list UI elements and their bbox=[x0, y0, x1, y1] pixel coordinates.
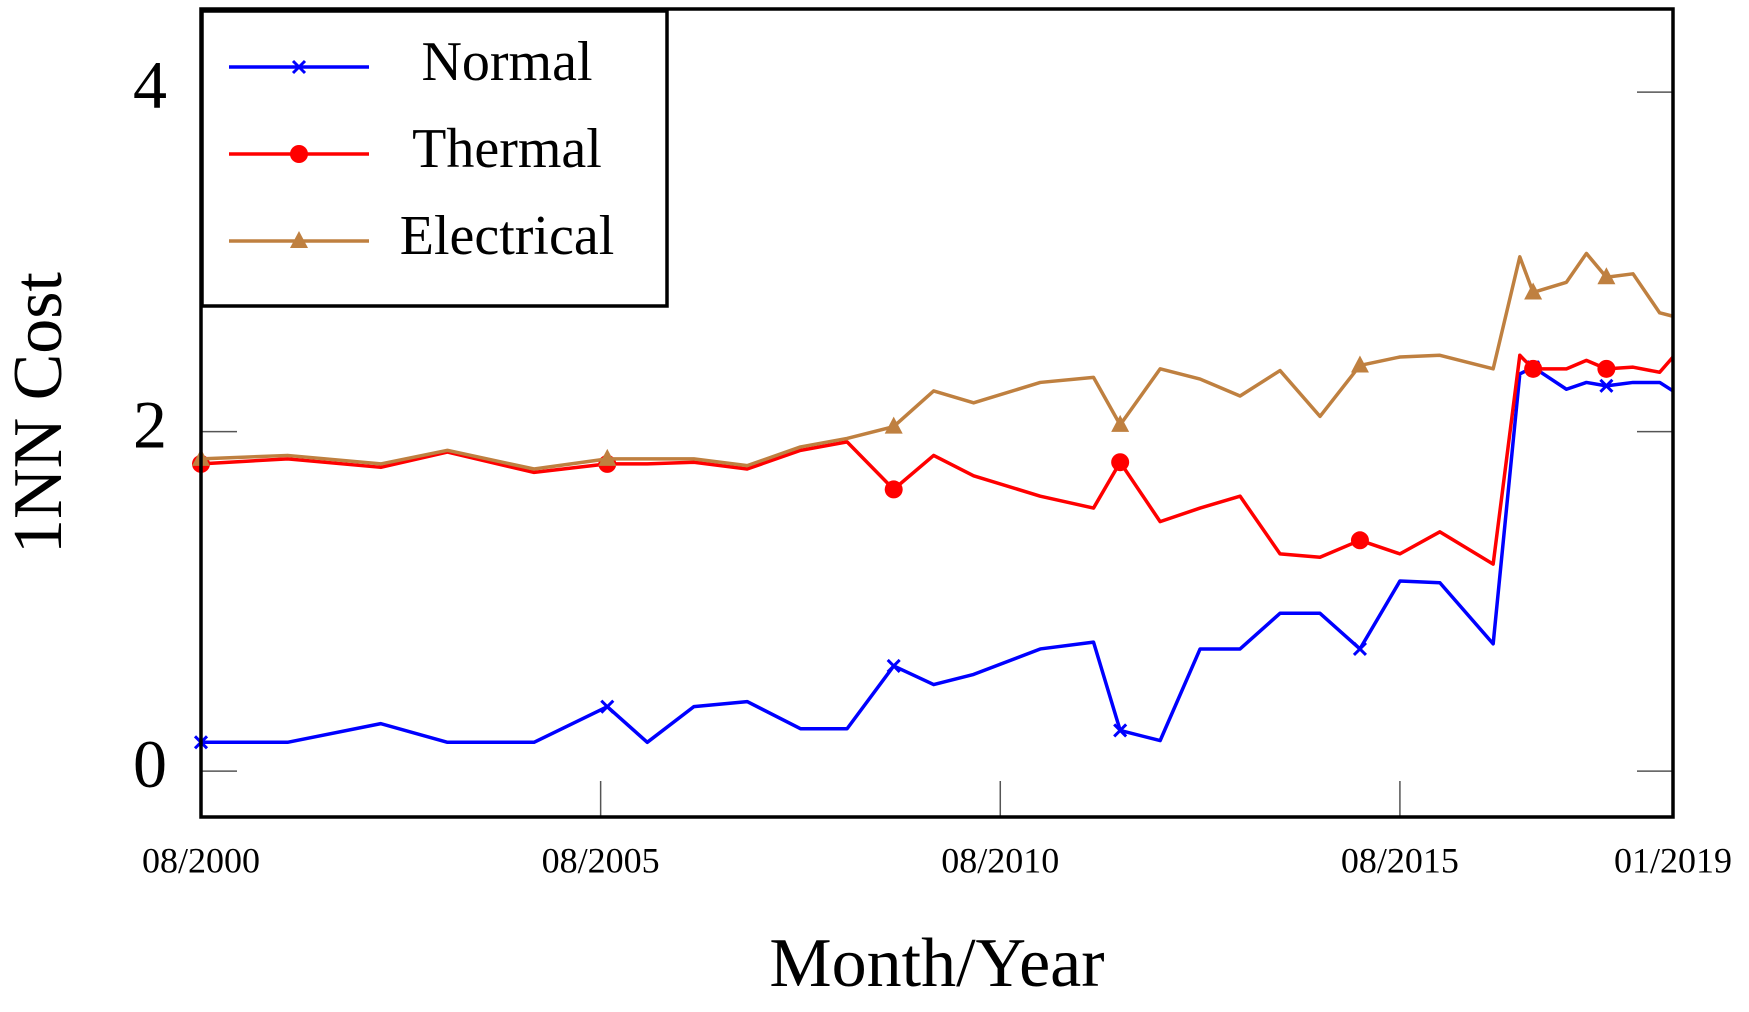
data-point bbox=[1599, 378, 1614, 393]
legend: Normal Thermal Electrical bbox=[200, 9, 669, 308]
y-tick-label: 0 bbox=[133, 726, 167, 802]
data-point bbox=[1524, 359, 1543, 378]
data-point bbox=[1350, 355, 1369, 373]
legend-box bbox=[200, 9, 669, 308]
legend-label: Normal bbox=[421, 31, 592, 93]
x-tick-label: 08/2000 bbox=[142, 840, 260, 880]
data-point bbox=[884, 416, 903, 434]
series-line bbox=[200, 251, 1674, 471]
data-point bbox=[598, 448, 617, 466]
data-point bbox=[1597, 267, 1616, 285]
legend-label: Thermal bbox=[412, 118, 602, 180]
series-line bbox=[201, 365, 1674, 745]
x-axis-label: Month/Year bbox=[769, 925, 1104, 1002]
legend-marker bbox=[290, 231, 308, 248]
data-point bbox=[1352, 641, 1368, 657]
x-tick-label: 08/2015 bbox=[1341, 840, 1459, 880]
data-point bbox=[884, 480, 903, 499]
data-point bbox=[1597, 359, 1616, 378]
y-axis-label: 1NN Cost bbox=[0, 271, 77, 554]
data-point bbox=[886, 658, 901, 673]
series-line bbox=[200, 353, 1675, 566]
data-point bbox=[1113, 723, 1128, 738]
x-tick-label: 08/2005 bbox=[542, 840, 660, 880]
data-point bbox=[1524, 282, 1543, 300]
y-tick-label: 2 bbox=[133, 386, 167, 462]
x-tick-label: 01/2019 bbox=[1614, 840, 1732, 880]
data-point bbox=[1111, 414, 1130, 432]
legend-label: Electrical bbox=[400, 205, 615, 267]
data-point bbox=[1111, 453, 1130, 472]
legend-marker bbox=[291, 59, 307, 75]
data-point bbox=[1350, 531, 1369, 550]
legend-marker bbox=[290, 145, 308, 163]
data-point bbox=[600, 699, 615, 714]
x-tick-label: 08/2010 bbox=[941, 840, 1059, 880]
y-tick-label: 4 bbox=[133, 47, 167, 123]
plot-frame bbox=[199, 7, 1675, 819]
